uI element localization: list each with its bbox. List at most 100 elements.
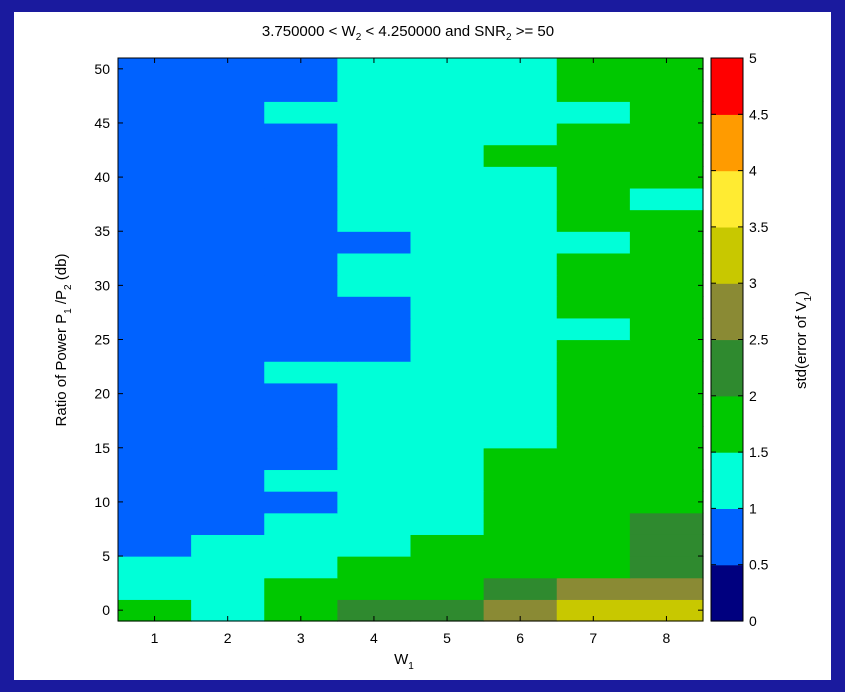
heatmap-cell	[264, 556, 338, 579]
heatmap-cell	[264, 382, 338, 406]
heatmap-cell	[556, 447, 631, 471]
heatmap-cell	[337, 447, 412, 471]
heatmap-cell	[191, 599, 265, 622]
heatmap-cell	[264, 426, 338, 449]
heatmap-cell	[483, 296, 558, 319]
heatmap-cell	[264, 166, 338, 189]
y-axis-ticks: 0 5 10 15 20 25 30 35 40 45 50	[94, 61, 703, 618]
heatmap-cell	[191, 447, 265, 471]
heatmap-cell	[483, 469, 558, 492]
heatmap-cell	[483, 144, 558, 167]
heatmap-cell	[483, 317, 558, 341]
heatmap-cell	[629, 512, 704, 535]
heatmap-cell	[337, 296, 412, 319]
heatmap-cell	[410, 187, 485, 211]
heatmap-cell	[191, 534, 265, 557]
colorbar-swatch	[711, 452, 743, 509]
heatmap-cells	[118, 58, 704, 622]
heatmap-cell	[264, 577, 338, 600]
colorbar-tick-label: 3.5	[749, 219, 769, 235]
heatmap-cell	[410, 426, 485, 449]
heatmap-cell	[264, 534, 338, 557]
heatmap-cell	[410, 577, 485, 600]
colorbar-swatch	[711, 114, 743, 172]
heatmap-cell	[264, 361, 338, 384]
heatmap-cell	[337, 556, 412, 579]
y-axis-label: Ratio of Power P1 /P2 (db)	[53, 254, 74, 427]
heatmap-cell	[556, 339, 631, 362]
heatmap-cell	[264, 599, 338, 622]
y-tick-label: 25	[94, 332, 110, 348]
heatmap-cell	[191, 556, 265, 579]
heatmap-cell	[337, 101, 412, 124]
heatmap-cell	[629, 491, 704, 514]
x-axis-ticks: 1 2 3 4 5 6 7 8	[151, 58, 671, 646]
heatmap-cell	[118, 252, 192, 276]
heatmap-cell	[264, 404, 338, 427]
x-tick-label: 4	[370, 630, 378, 646]
heatmap-cell	[629, 144, 704, 167]
colorbar-swatch	[711, 226, 743, 284]
heatmap-cell	[337, 317, 412, 341]
heatmap-cell	[118, 58, 192, 81]
colorbar-tick-label: 5	[749, 50, 757, 66]
heatmap-cell	[410, 534, 485, 557]
heatmap-cell	[191, 339, 265, 362]
heatmap-cell	[264, 274, 338, 297]
heatmap-cell	[556, 144, 631, 167]
heatmap-cell	[483, 577, 558, 600]
heatmap-cell	[483, 404, 558, 427]
heatmap-cell	[410, 144, 485, 167]
heatmap-cell	[118, 231, 192, 254]
heatmap-cell	[191, 252, 265, 276]
heatmap-cell	[118, 296, 192, 319]
heatmap-cell	[629, 556, 704, 579]
colorbar-tick-label: 1	[749, 500, 757, 516]
heatmap-cell	[337, 404, 412, 427]
heatmap-cell	[337, 122, 412, 146]
heatmap-cell	[556, 101, 631, 124]
heatmap-cell	[191, 79, 265, 102]
heatmap-cell	[191, 144, 265, 167]
heatmap-cell	[410, 58, 485, 81]
heatmap-cell	[629, 101, 704, 124]
heatmap-cell	[629, 426, 704, 449]
heatmap-cell	[118, 101, 192, 124]
heatmap-cell	[483, 339, 558, 362]
heatmap-cell	[483, 491, 558, 514]
heatmap-cell	[118, 534, 192, 557]
heatmap-cell	[410, 274, 485, 297]
heatmap-cell	[556, 252, 631, 276]
x-tick-label: 2	[224, 630, 232, 646]
heatmap-cell	[410, 447, 485, 471]
heatmap-cell	[556, 382, 631, 406]
heatmap-cell	[556, 512, 631, 535]
heatmap-cell	[483, 187, 558, 211]
heatmap-cell	[337, 252, 412, 276]
heatmap-cell	[629, 274, 704, 297]
heatmap-cell	[483, 534, 558, 557]
heatmap-cell	[191, 166, 265, 189]
y-tick-label: 45	[94, 115, 110, 131]
colorbar-swatch	[711, 170, 743, 228]
heatmap-cell	[191, 122, 265, 146]
heatmap-cell	[118, 317, 192, 341]
heatmap-cell	[629, 209, 704, 232]
heatmap-cell	[556, 534, 631, 557]
y-tick-label: 10	[94, 494, 110, 510]
heatmap-cell	[483, 122, 558, 146]
x-axis-label: W1	[394, 651, 414, 672]
heatmap-cell	[264, 447, 338, 471]
heatmap-cell	[629, 599, 704, 622]
heatmap-cell	[483, 101, 558, 124]
heatmap-cell	[118, 274, 192, 297]
colorbar-tick-label: 3	[749, 275, 757, 291]
heatmap-cell	[483, 512, 558, 535]
heatmap-cell	[629, 166, 704, 189]
heatmap-cell	[337, 599, 412, 622]
heatmap-cell	[118, 144, 192, 167]
y-tick-label: 20	[94, 386, 110, 402]
heatmap-cell	[191, 469, 265, 492]
heatmap-cell	[556, 166, 631, 189]
heatmap-cell	[191, 101, 265, 124]
